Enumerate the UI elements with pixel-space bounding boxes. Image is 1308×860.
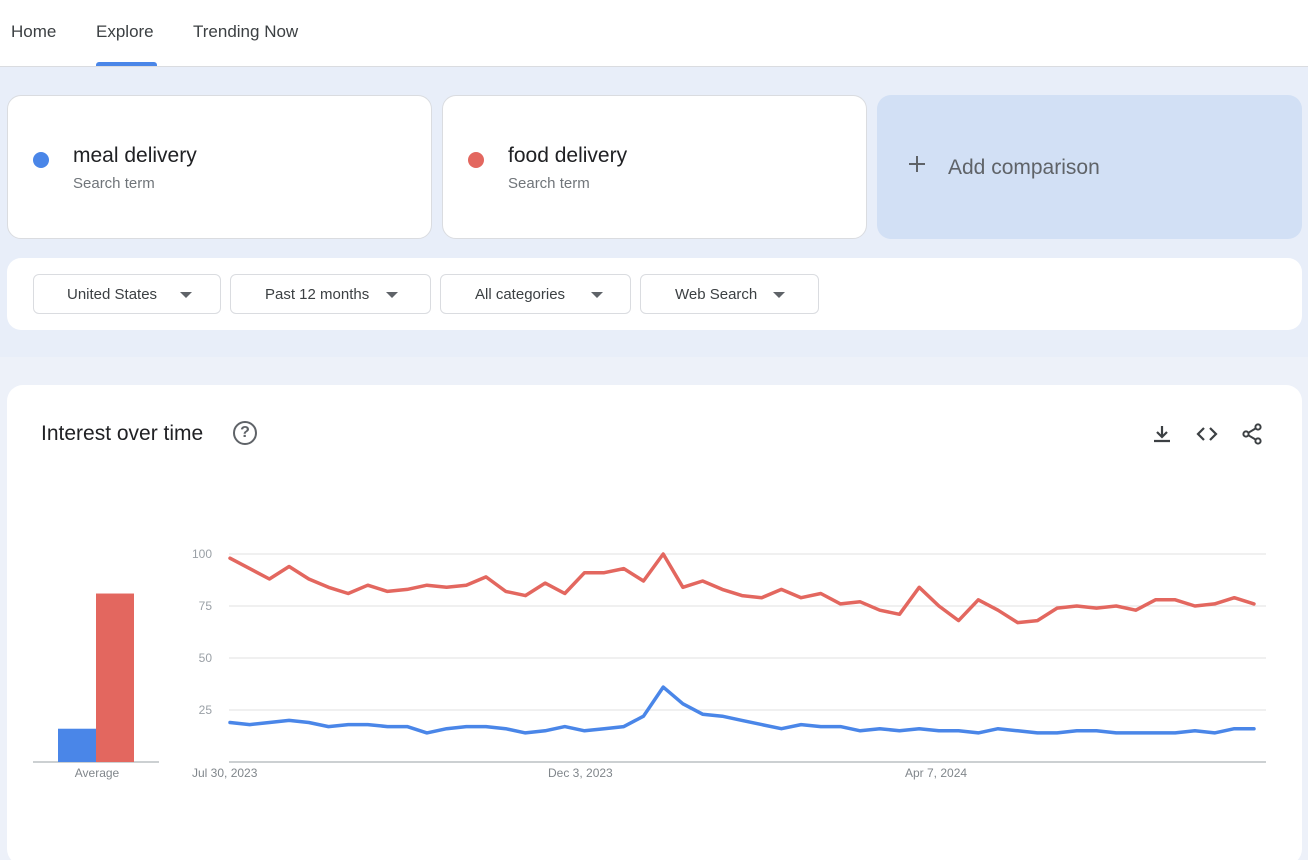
x-tick-label: Dec 3, 2023 <box>548 766 613 780</box>
search-term-name[interactable]: meal delivery <box>73 144 197 167</box>
search-term-type: Search term <box>73 175 155 192</box>
caret-down-icon <box>591 292 603 298</box>
add-comparison-label: Add comparison <box>948 156 1100 179</box>
search-type-filter-dropdown[interactable]: Web Search <box>640 274 819 314</box>
caret-down-icon <box>180 292 192 298</box>
interest-line-chart: 25 50 75 100 <box>192 547 1266 763</box>
search-term-card-meal-delivery[interactable]: meal delivery Search term <box>7 95 432 239</box>
filter-label: Web Search <box>675 286 758 303</box>
y-tick-label: 25 <box>199 703 213 717</box>
top-navigation: Home Explore Trending Now <box>0 0 1308 67</box>
caret-down-icon <box>773 292 785 298</box>
region-filter-dropdown[interactable]: United States <box>33 274 221 314</box>
filter-label: United States <box>67 286 158 303</box>
tab-home[interactable]: Home <box>11 22 57 41</box>
average-bar-meal-delivery <box>58 728 96 762</box>
average-bar-food-delivery <box>96 593 134 762</box>
chart-title: Interest over time <box>41 422 204 445</box>
y-tick-label: 50 <box>199 651 213 665</box>
caret-down-icon <box>386 292 398 298</box>
search-term-type: Search term <box>508 175 590 192</box>
average-bar-chart <box>33 593 159 763</box>
filter-label: Past 12 months <box>265 286 370 303</box>
y-tick-label: 75 <box>199 599 213 613</box>
average-label: Average <box>74 766 120 780</box>
share-icon[interactable] <box>1240 422 1264 446</box>
help-circle-icon[interactable]: ? <box>233 421 257 445</box>
embed-code-icon[interactable] <box>1195 422 1219 446</box>
filter-bar: United States Past 12 months All categor… <box>7 258 1302 330</box>
time-range-filter-dropdown[interactable]: Past 12 months <box>230 274 431 314</box>
y-tick-label: 100 <box>192 547 212 561</box>
series-line-food-delivery <box>228 552 1256 625</box>
tab-explore[interactable]: Explore <box>96 22 154 41</box>
series-line-meal-delivery <box>228 685 1256 735</box>
search-term-card-food-delivery[interactable]: food delivery Search term <box>442 95 867 239</box>
plus-icon <box>905 152 929 176</box>
interest-over-time-card: Interest over time ? Average 25 50 75 100 J… <box>7 385 1302 860</box>
series-color-dot <box>33 152 49 168</box>
filter-label: All categories <box>475 286 566 303</box>
series-color-dot <box>468 152 484 168</box>
add-comparison-button[interactable]: Add comparison <box>877 95 1302 239</box>
download-icon[interactable] <box>1150 422 1174 446</box>
search-term-name[interactable]: food delivery <box>508 144 628 167</box>
category-filter-dropdown[interactable]: All categories <box>440 274 631 314</box>
active-tab-indicator <box>96 62 157 66</box>
x-tick-label: Apr 7, 2024 <box>905 766 968 780</box>
x-tick-label: Jul 30, 2023 <box>192 766 258 780</box>
tab-trending-now[interactable]: Trending Now <box>193 22 299 41</box>
